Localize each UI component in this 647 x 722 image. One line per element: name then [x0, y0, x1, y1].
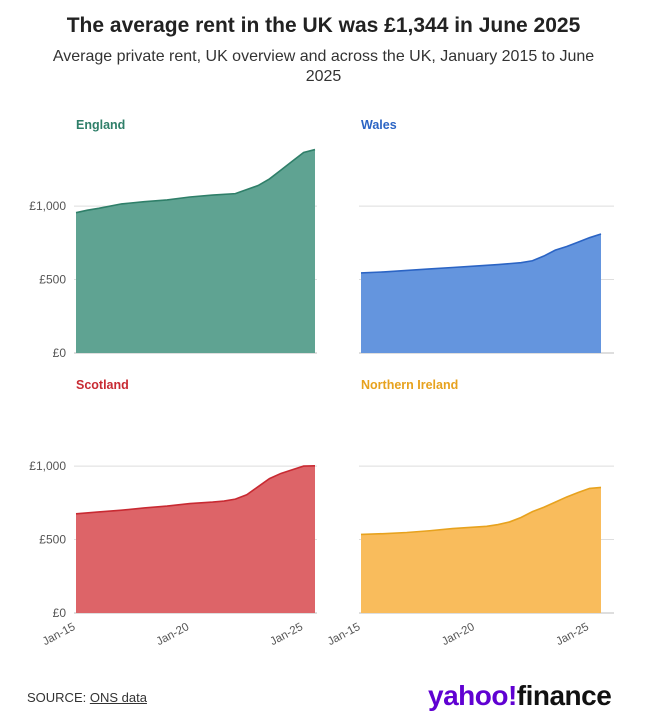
- logo-finance: finance: [516, 680, 612, 711]
- series-area: [76, 465, 315, 613]
- y-tick-label: £0: [53, 606, 67, 620]
- series-line: [75, 148, 316, 214]
- source-label: SOURCE:: [27, 690, 90, 705]
- panel-title: England: [76, 118, 125, 132]
- y-tick-label: £1,000: [29, 459, 66, 473]
- chart-panel-england: England £0 £500 £1,000: [29, 118, 317, 360]
- series-line: [360, 233, 602, 274]
- y-tick-label: £500: [39, 533, 66, 547]
- source-note: SOURCE: ONS data: [27, 690, 147, 705]
- series-line: [75, 465, 316, 515]
- x-tick-label: Jan-15: [41, 621, 78, 648]
- chart-panel-northern-ireland: Northern Ireland Jan-15 Jan-20 Jan-25: [326, 378, 614, 648]
- chart-subtitle: Average private rent, UK overview and ac…: [52, 48, 595, 85]
- source-link[interactable]: ONS data: [89, 690, 147, 705]
- x-tick-label: Jan-25: [268, 621, 305, 648]
- x-tick-label: Jan-15: [326, 621, 363, 648]
- series-line: [360, 486, 602, 536]
- panel-title: Scotland: [76, 378, 129, 392]
- y-tick-label: £500: [39, 273, 66, 287]
- panel-title: Wales: [361, 118, 397, 132]
- x-tick-label: Jan-20: [440, 621, 477, 648]
- chart-panel-scotland: Scotland £0 £500 £1,000 Jan-15 Jan-20 Jan-25: [29, 378, 317, 648]
- chart-panel-wales: Wales: [359, 118, 614, 354]
- logo-yahoo: yahoo!: [428, 680, 517, 711]
- x-tick-label: Jan-20: [155, 621, 192, 648]
- y-tick-label: £1,000: [29, 199, 66, 213]
- panel-title: Northern Ireland: [361, 378, 458, 392]
- series-area: [76, 149, 315, 353]
- chart-title: The average rent in the UK was £1,344 in…: [66, 14, 581, 37]
- yahoo-finance-logo[interactable]: yahoo!finance: [428, 680, 612, 712]
- series-area: [361, 487, 601, 613]
- x-tick-label: Jan-25: [554, 621, 591, 648]
- series-area: [361, 234, 601, 353]
- y-tick-label: £0: [53, 346, 67, 360]
